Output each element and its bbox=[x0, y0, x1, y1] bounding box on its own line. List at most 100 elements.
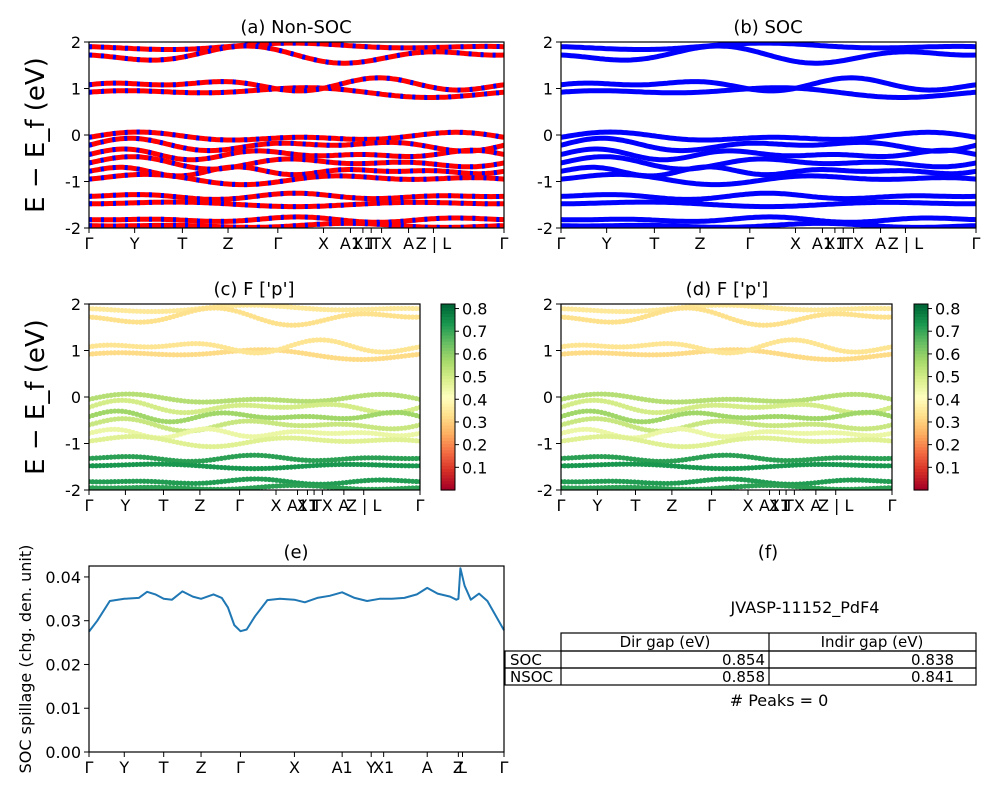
band-point bbox=[587, 350, 594, 356]
band-point bbox=[391, 437, 397, 443]
band-point bbox=[410, 314, 416, 320]
band-point bbox=[384, 391, 390, 398]
band-point bbox=[606, 308, 612, 314]
band-point bbox=[712, 452, 719, 459]
band-point bbox=[775, 482, 781, 489]
band-point bbox=[318, 457, 324, 464]
band-point bbox=[310, 483, 316, 489]
xtick-label: A bbox=[338, 496, 349, 515]
band-point bbox=[606, 343, 612, 350]
band-point bbox=[848, 437, 855, 443]
band-point bbox=[369, 437, 375, 444]
band-point bbox=[185, 462, 191, 468]
xtick-label: X bbox=[271, 496, 282, 515]
band-point bbox=[347, 307, 353, 313]
band-point bbox=[683, 305, 689, 311]
band-point bbox=[373, 455, 379, 461]
band-point bbox=[259, 465, 265, 472]
xtick-label: T bbox=[365, 234, 376, 253]
band-point bbox=[126, 308, 133, 314]
xtick-label: Γ bbox=[235, 496, 244, 515]
band-point bbox=[852, 437, 858, 443]
band-point bbox=[819, 430, 825, 436]
xtick-label: Γ bbox=[85, 758, 94, 777]
band-point bbox=[200, 399, 206, 405]
band-point bbox=[115, 307, 122, 313]
band-line bbox=[89, 199, 504, 210]
band-point bbox=[307, 413, 313, 420]
xtick-label: Γ bbox=[500, 234, 509, 253]
band-point bbox=[273, 465, 280, 471]
band-point bbox=[215, 305, 221, 311]
band-point bbox=[598, 350, 605, 356]
band-point bbox=[145, 484, 151, 490]
band-point bbox=[723, 466, 730, 472]
band-point bbox=[587, 342, 594, 348]
colorbar-segment bbox=[914, 362, 928, 367]
band-point bbox=[874, 437, 880, 443]
colorbar-segment bbox=[914, 440, 928, 445]
band-point bbox=[417, 413, 420, 420]
band-point bbox=[204, 399, 210, 405]
band-point bbox=[182, 409, 188, 416]
band-point bbox=[598, 462, 605, 468]
band-point bbox=[624, 308, 630, 315]
band-point bbox=[624, 351, 630, 357]
band-point bbox=[90, 455, 96, 461]
colorbar-segment bbox=[441, 434, 455, 438]
band-point bbox=[174, 352, 180, 358]
band-point bbox=[712, 397, 719, 403]
band-point bbox=[874, 455, 880, 462]
band-point bbox=[93, 463, 99, 469]
band-line bbox=[561, 199, 976, 210]
band-point bbox=[336, 430, 342, 436]
band-point bbox=[812, 415, 818, 422]
band-line bbox=[89, 171, 504, 188]
colorbar-tick-label: 0.4 bbox=[935, 390, 960, 409]
colorbar-segment bbox=[441, 397, 455, 401]
colorbar-segment bbox=[914, 328, 928, 333]
ytick-label: 0.03 bbox=[45, 612, 81, 631]
band-point bbox=[782, 398, 788, 404]
band-point bbox=[329, 401, 335, 408]
band-point bbox=[266, 465, 272, 471]
band-point bbox=[672, 443, 678, 449]
band-point bbox=[373, 391, 379, 398]
band-point bbox=[354, 311, 361, 317]
axes-frame bbox=[88, 565, 505, 753]
band-point bbox=[584, 479, 590, 485]
band-point bbox=[602, 478, 608, 484]
xtick-label: X1 bbox=[297, 496, 318, 515]
xtick-label: Z bbox=[223, 234, 234, 253]
band-point bbox=[347, 438, 353, 444]
table-nsoc-dir-gap: 0.858 bbox=[722, 668, 765, 686]
band-point bbox=[889, 314, 892, 320]
band-point bbox=[815, 438, 822, 444]
band-point bbox=[332, 430, 339, 436]
band-point bbox=[808, 438, 814, 444]
band-point bbox=[362, 461, 368, 468]
band-point bbox=[277, 483, 283, 489]
band-point bbox=[848, 455, 855, 461]
band-point bbox=[889, 438, 892, 444]
band-point bbox=[657, 409, 663, 416]
band-point bbox=[358, 311, 364, 317]
band-point bbox=[215, 410, 221, 416]
band-point bbox=[631, 461, 638, 467]
band-point bbox=[720, 465, 726, 472]
band-point bbox=[720, 418, 726, 424]
band-point bbox=[152, 484, 158, 490]
band-point bbox=[277, 304, 283, 309]
band-point bbox=[358, 455, 364, 461]
band-point bbox=[745, 397, 752, 403]
band-point bbox=[314, 462, 320, 468]
band-point bbox=[595, 350, 601, 356]
band-point bbox=[387, 437, 394, 443]
band-point bbox=[391, 477, 397, 483]
band-line-overlay bbox=[89, 43, 504, 66]
band-line bbox=[89, 85, 504, 100]
band-point bbox=[365, 477, 372, 483]
